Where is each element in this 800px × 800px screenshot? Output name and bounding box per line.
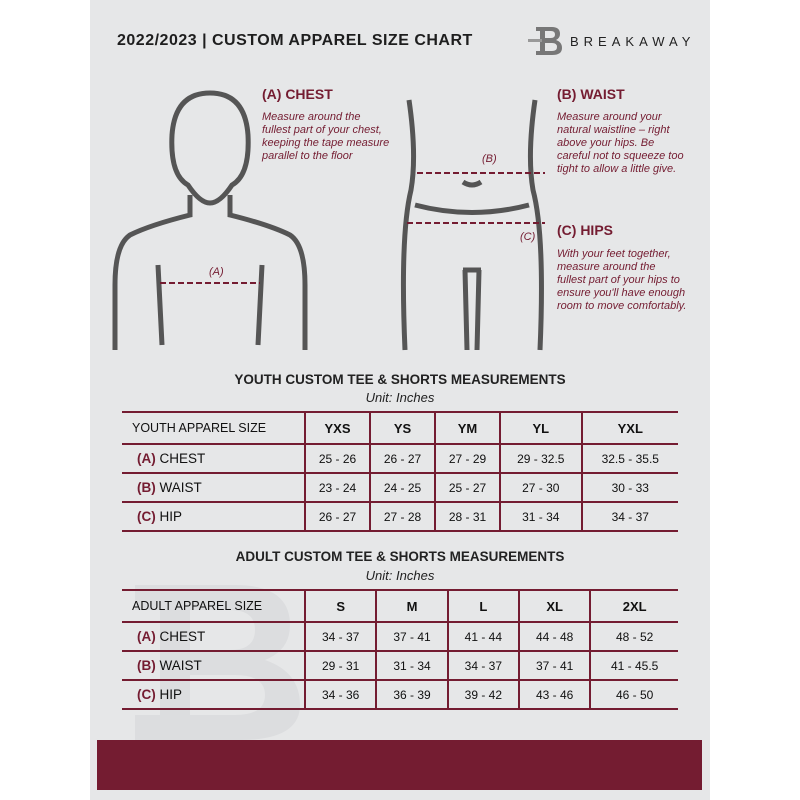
row-name: HIP <box>159 509 183 524</box>
row-label: (A) CHEST <box>122 621 305 652</box>
table-row: (A) CHEST 34 - 37 37 - 41 41 - 44 44 - 48 48 … <box>122 621 678 652</box>
row-code: (A) <box>137 451 156 466</box>
table-row: (A) CHEST 25 - 26 26 - 27 27 - 29 29 - 32.5 3… <box>122 443 678 474</box>
youth-section-title: YOUTH CUSTOM TEE & SHORTS MEASUREMENTS <box>234 372 566 387</box>
youth-size-table: YOUTH APPAREL SIZE YXS YS YM YL YXL (A) CHES… <box>122 411 678 532</box>
cell: 36 - 39 <box>375 679 448 710</box>
size-header: YS <box>369 411 435 445</box>
size-header: S <box>303 589 377 623</box>
size-header: M <box>375 589 448 623</box>
cell: 32.5 - 35.5 <box>580 443 678 474</box>
row-name: WAIST <box>159 480 202 495</box>
table-row: (C) HIP 26 - 27 27 - 28 28 - 31 31 - 34 34 - … <box>122 501 678 532</box>
page-title: 2022/2023 | CUSTOM APPAREL SIZE CHART <box>117 32 473 49</box>
cell: 41 - 45.5 <box>589 650 678 681</box>
table-row: (B) WAIST 29 - 31 31 - 34 34 - 37 37 - 41 41 … <box>122 650 678 681</box>
youth-unit: Unit: Inches <box>365 390 435 405</box>
table-header-row: YOUTH APPAREL SIZE YXS YS YM YL YXL <box>122 411 678 445</box>
table-row: (C) HIP 34 - 36 36 - 39 39 - 42 43 - 46 46 - … <box>122 679 678 710</box>
footer-bar <box>97 740 702 790</box>
cell: 26 - 27 <box>304 501 370 532</box>
breakaway-logo-icon <box>528 27 562 55</box>
cell: 39 - 42 <box>446 679 519 710</box>
size-header: YM <box>434 411 500 445</box>
cell: 37 - 41 <box>375 621 448 652</box>
cell: 34 - 36 <box>303 679 377 710</box>
cell: 46 - 50 <box>589 679 678 710</box>
size-header: YL <box>499 411 582 445</box>
hips-description: With your feet together, measure around … <box>557 248 687 312</box>
cell: 28 - 31 <box>434 501 500 532</box>
cell: 25 - 27 <box>434 472 500 503</box>
size-header: XL <box>517 589 591 623</box>
cell: 34 - 37 <box>303 621 377 652</box>
size-label: YOUTH APPAREL SIZE <box>122 411 305 445</box>
waist-description: Measure around your natural waistline – … <box>557 111 684 175</box>
cell: 43 - 46 <box>517 679 591 710</box>
row-label: (A) CHEST <box>122 443 305 474</box>
adult-section-title: ADULT CUSTOM TEE & SHORTS MEASUREMENTS <box>235 549 565 564</box>
row-label: (C) HIP <box>122 501 305 532</box>
row-label: (B) WAIST <box>122 472 305 503</box>
table-header-row: ADULT APPAREL SIZE S M L XL 2XL <box>122 589 678 623</box>
size-header: L <box>446 589 519 623</box>
cell: 41 - 44 <box>446 621 519 652</box>
brand-name: BREAKAWAY <box>570 34 696 49</box>
row-name: CHEST <box>159 629 206 644</box>
size-header: YXS <box>304 411 370 445</box>
waist-marker: (B) <box>482 153 497 165</box>
cell: 48 - 52 <box>589 621 678 652</box>
chest-figure-illustration <box>112 90 308 350</box>
row-code: (B) <box>137 480 156 495</box>
adult-unit: Unit: Inches <box>365 568 435 583</box>
cell: 26 - 27 <box>369 443 435 474</box>
cell: 37 - 41 <box>517 650 591 681</box>
row-name: WAIST <box>159 658 202 673</box>
row-code: (B) <box>137 658 156 673</box>
cell: 29 - 32.5 <box>499 443 582 474</box>
cell: 27 - 29 <box>434 443 500 474</box>
cell: 29 - 31 <box>303 650 377 681</box>
row-code: (A) <box>137 629 156 644</box>
row-label: (B) WAIST <box>122 650 305 681</box>
chest-heading: (A) CHEST <box>262 86 333 102</box>
table-row: (B) WAIST 23 - 24 24 - 25 25 - 27 27 - 30 30 … <box>122 472 678 503</box>
row-label: (C) HIP <box>122 679 305 710</box>
waist-heading: (B) WAIST <box>557 86 625 102</box>
cell: 34 - 37 <box>446 650 519 681</box>
cell: 27 - 30 <box>499 472 582 503</box>
hips-heading: (C) HIPS <box>557 222 613 238</box>
chest-description: Measure around the fullest part of your … <box>262 111 390 162</box>
cell: 24 - 25 <box>369 472 435 503</box>
row-code: (C) <box>137 687 156 702</box>
row-name: CHEST <box>159 451 206 466</box>
adult-size-table: ADULT APPAREL SIZE S M L XL 2XL (A) CHEST 34 … <box>122 589 678 710</box>
cell: 30 - 33 <box>580 472 678 503</box>
hips-marker: (C) <box>520 231 536 243</box>
cell: 44 - 48 <box>517 621 591 652</box>
row-name: HIP <box>159 687 183 702</box>
size-label: ADULT APPAREL SIZE <box>122 589 305 623</box>
chest-marker: (A) <box>209 266 224 278</box>
size-header: 2XL <box>589 589 678 623</box>
size-header: YXL <box>580 411 678 445</box>
cell: 23 - 24 <box>304 472 370 503</box>
cell: 31 - 34 <box>499 501 582 532</box>
waist-hips-figure-illustration <box>400 99 545 351</box>
row-code: (C) <box>137 509 156 524</box>
cell: 34 - 37 <box>580 501 678 532</box>
cell: 25 - 26 <box>304 443 370 474</box>
cell: 31 - 34 <box>375 650 448 681</box>
cell: 27 - 28 <box>369 501 435 532</box>
